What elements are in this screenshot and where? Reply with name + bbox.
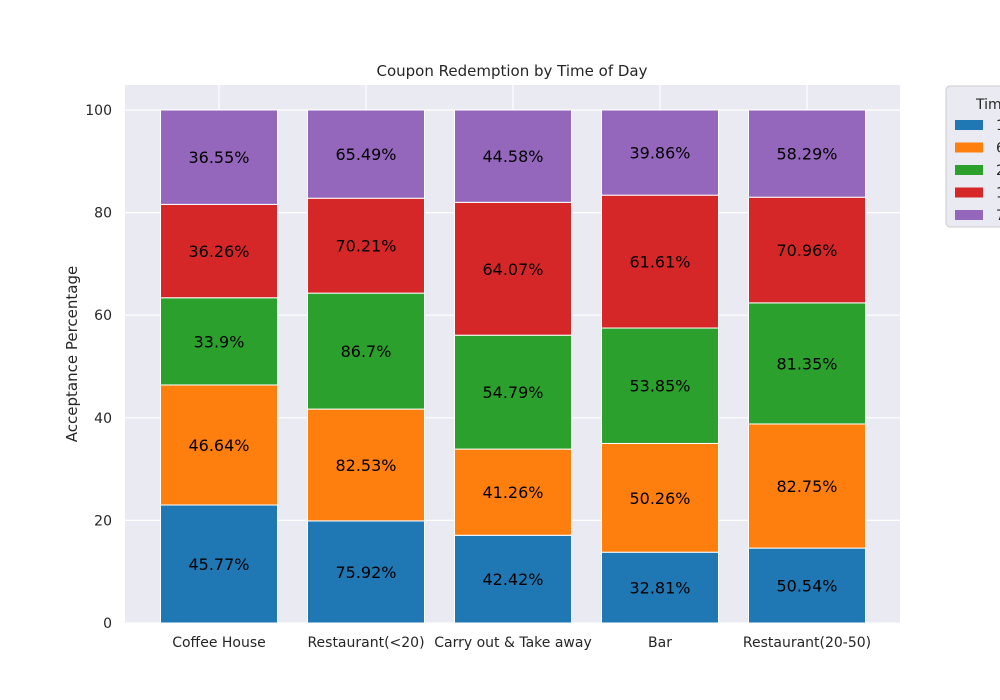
bar-segment <box>307 408 425 522</box>
y-axis-title: Acceptance Percentage <box>63 266 81 442</box>
bar-data-label: 82.53% <box>335 456 396 475</box>
legend-entry-label: 6 <box>996 141 1000 157</box>
legend-entry-label: 1 <box>996 186 1000 202</box>
bar-data-label: 61.61% <box>629 253 690 272</box>
bar-data-label: 39.86% <box>629 144 690 163</box>
bar-data-label: 46.64% <box>188 436 249 455</box>
bar-data-label: 58.29% <box>776 145 837 164</box>
bar-data-label: 32.81% <box>629 579 690 598</box>
bar-segment <box>454 109 572 203</box>
bar-segment <box>601 327 719 444</box>
bar-segment <box>601 194 719 329</box>
bar-segment <box>748 423 866 549</box>
y-tick-label: 60 <box>94 308 112 324</box>
bar-segment <box>748 547 866 624</box>
bar-data-label: 50.26% <box>629 489 690 508</box>
bar-segment <box>307 292 425 410</box>
legend-swatch <box>955 142 983 153</box>
legend-swatch <box>955 210 983 220</box>
x-tick-label: Bar <box>648 635 672 651</box>
x-tick-label: Restaurant(<20) <box>307 635 424 651</box>
bar-data-label: 70.96% <box>776 241 837 260</box>
bar-data-label: 42.42% <box>482 570 543 589</box>
bar-data-label: 45.77% <box>188 555 249 574</box>
bar-data-label: 33.9% <box>194 332 245 351</box>
x-tick-label: Coffee House <box>172 635 266 651</box>
bar-data-label: 75.92% <box>335 563 396 582</box>
bar-segment <box>160 203 278 299</box>
x-tick-labels: Coffee House Restaurant(<20) Carry out & T… <box>172 635 871 651</box>
bar-data-label: 44.58% <box>482 147 543 166</box>
legend-entry-label: 2 <box>996 163 1000 179</box>
data-labels: 45.77% 75.92% 42.42% 32.81% 50.54% 46.64% 82.5… <box>188 144 837 598</box>
bar-data-label: 53.85% <box>629 377 690 396</box>
bar-segment <box>454 201 572 336</box>
legend: Tim 1 6 2 1 7 <box>945 85 1000 228</box>
bar-data-label: 36.26% <box>188 242 249 261</box>
bars <box>160 109 866 624</box>
y-tick-label: 100 <box>85 103 112 119</box>
bar-segment <box>601 109 719 196</box>
bar-segment <box>601 551 719 624</box>
y-tick-labels: 0 20 40 60 80 100 <box>85 103 112 632</box>
y-tick-label: 20 <box>94 513 112 529</box>
bar-data-label: 41.26% <box>482 483 543 502</box>
legend-entry-label: 7 <box>996 208 1000 224</box>
chart-title: Coupon Redemption by Time of Day <box>377 62 648 80</box>
bar-data-label: 81.35% <box>776 354 837 373</box>
x-tick-label: Restaurant(20-50) <box>743 635 871 651</box>
bar-segment <box>307 197 425 294</box>
legend-swatch <box>955 120 983 130</box>
x-tick-label: Carry out & Take away <box>434 635 591 651</box>
bar-data-label: 36.55% <box>188 148 249 167</box>
bar-segment <box>307 109 425 199</box>
bar-segment <box>748 109 866 198</box>
bar-segment <box>160 109 278 205</box>
legend-entry-label: 1 <box>996 118 1000 134</box>
bar-segment <box>748 302 866 425</box>
bar-data-label: 86.7% <box>341 342 392 361</box>
bar-data-label: 70.21% <box>335 237 396 256</box>
bar-segment <box>160 297 278 386</box>
bar-data-label: 64.07% <box>482 260 543 279</box>
bar-segment <box>454 534 572 624</box>
bar-data-label: 65.49% <box>335 145 396 164</box>
legend-swatch <box>955 165 983 175</box>
y-tick-label: 0 <box>103 616 112 632</box>
legend-title: Tim <box>975 97 1000 113</box>
y-tick-label: 80 <box>94 206 112 222</box>
y-tick-label: 40 <box>94 411 112 427</box>
bar-segment <box>160 504 278 624</box>
bar-segment <box>601 442 719 553</box>
legend-swatch <box>955 187 983 198</box>
bar-data-label: 54.79% <box>482 383 543 402</box>
bar-segment <box>160 384 278 506</box>
bar-data-label: 82.75% <box>776 477 837 496</box>
bar-segment <box>307 520 425 624</box>
bar-segment <box>454 334 572 450</box>
bar-segment <box>748 196 866 304</box>
bar-segment <box>454 448 572 536</box>
bar-data-label: 50.54% <box>776 577 837 596</box>
